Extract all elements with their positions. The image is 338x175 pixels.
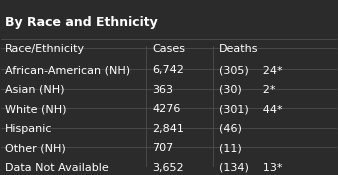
Text: Race/Ethnicity: Race/Ethnicity xyxy=(5,44,85,54)
Text: (134)    13*: (134) 13* xyxy=(219,163,283,173)
Text: (30)      2*: (30) 2* xyxy=(219,85,276,95)
Text: (301)    44*: (301) 44* xyxy=(219,104,283,114)
Text: (305)    24*: (305) 24* xyxy=(219,65,283,75)
Text: Data Not Available: Data Not Available xyxy=(5,163,108,173)
Text: 2,841: 2,841 xyxy=(152,124,184,134)
Text: African-American (NH): African-American (NH) xyxy=(5,65,130,75)
Text: 3,652: 3,652 xyxy=(152,163,184,173)
Text: Deaths: Deaths xyxy=(219,44,259,54)
Text: Cases: Cases xyxy=(152,44,185,54)
Text: 6,742: 6,742 xyxy=(152,65,184,75)
Text: (46): (46) xyxy=(219,124,242,134)
Text: 363: 363 xyxy=(152,85,173,95)
Text: Other (NH): Other (NH) xyxy=(5,143,66,153)
Text: White (NH): White (NH) xyxy=(5,104,66,114)
Text: By Race and Ethnicity: By Race and Ethnicity xyxy=(5,16,158,29)
Text: (11): (11) xyxy=(219,143,242,153)
Text: 707: 707 xyxy=(152,143,173,153)
Text: 4276: 4276 xyxy=(152,104,180,114)
Text: Asian (NH): Asian (NH) xyxy=(5,85,64,95)
Text: Hispanic: Hispanic xyxy=(5,124,52,134)
